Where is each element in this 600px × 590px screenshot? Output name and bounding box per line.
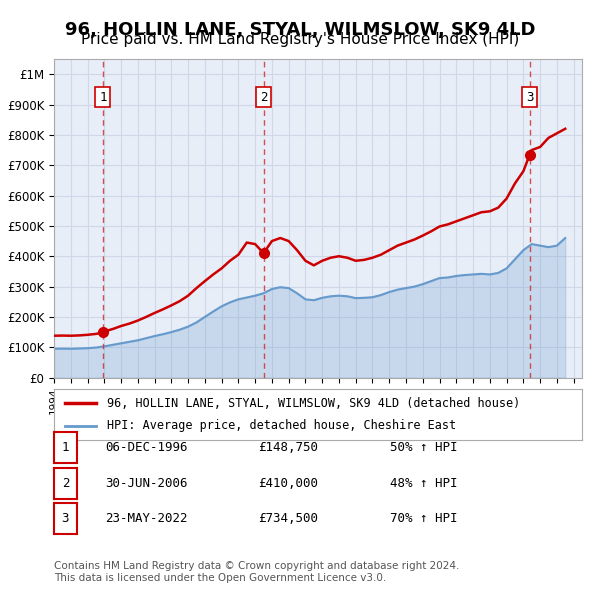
Text: 48% ↑ HPI: 48% ↑ HPI (390, 477, 458, 490)
Text: 1: 1 (62, 441, 69, 454)
Text: 50% ↑ HPI: 50% ↑ HPI (390, 441, 458, 454)
Text: 3: 3 (526, 91, 533, 104)
Text: 23-MAY-2022: 23-MAY-2022 (105, 512, 187, 525)
Text: Price paid vs. HM Land Registry's House Price Index (HPI): Price paid vs. HM Land Registry's House … (81, 32, 519, 47)
Text: 70% ↑ HPI: 70% ↑ HPI (390, 512, 458, 525)
Text: 96, HOLLIN LANE, STYAL, WILMSLOW, SK9 4LD: 96, HOLLIN LANE, STYAL, WILMSLOW, SK9 4L… (65, 21, 535, 39)
Text: Contains HM Land Registry data © Crown copyright and database right 2024.
This d: Contains HM Land Registry data © Crown c… (54, 561, 460, 583)
Text: 96, HOLLIN LANE, STYAL, WILMSLOW, SK9 4LD (detached house): 96, HOLLIN LANE, STYAL, WILMSLOW, SK9 4L… (107, 397, 520, 410)
Text: £148,750: £148,750 (258, 441, 318, 454)
Text: 06-DEC-1996: 06-DEC-1996 (105, 441, 187, 454)
Text: HPI: Average price, detached house, Cheshire East: HPI: Average price, detached house, Ches… (107, 419, 456, 432)
Text: 1: 1 (99, 91, 107, 104)
Text: £410,000: £410,000 (258, 477, 318, 490)
Text: 3: 3 (62, 512, 69, 525)
Text: 2: 2 (62, 477, 69, 490)
Text: 30-JUN-2006: 30-JUN-2006 (105, 477, 187, 490)
Text: £734,500: £734,500 (258, 512, 318, 525)
Text: 2: 2 (260, 91, 267, 104)
